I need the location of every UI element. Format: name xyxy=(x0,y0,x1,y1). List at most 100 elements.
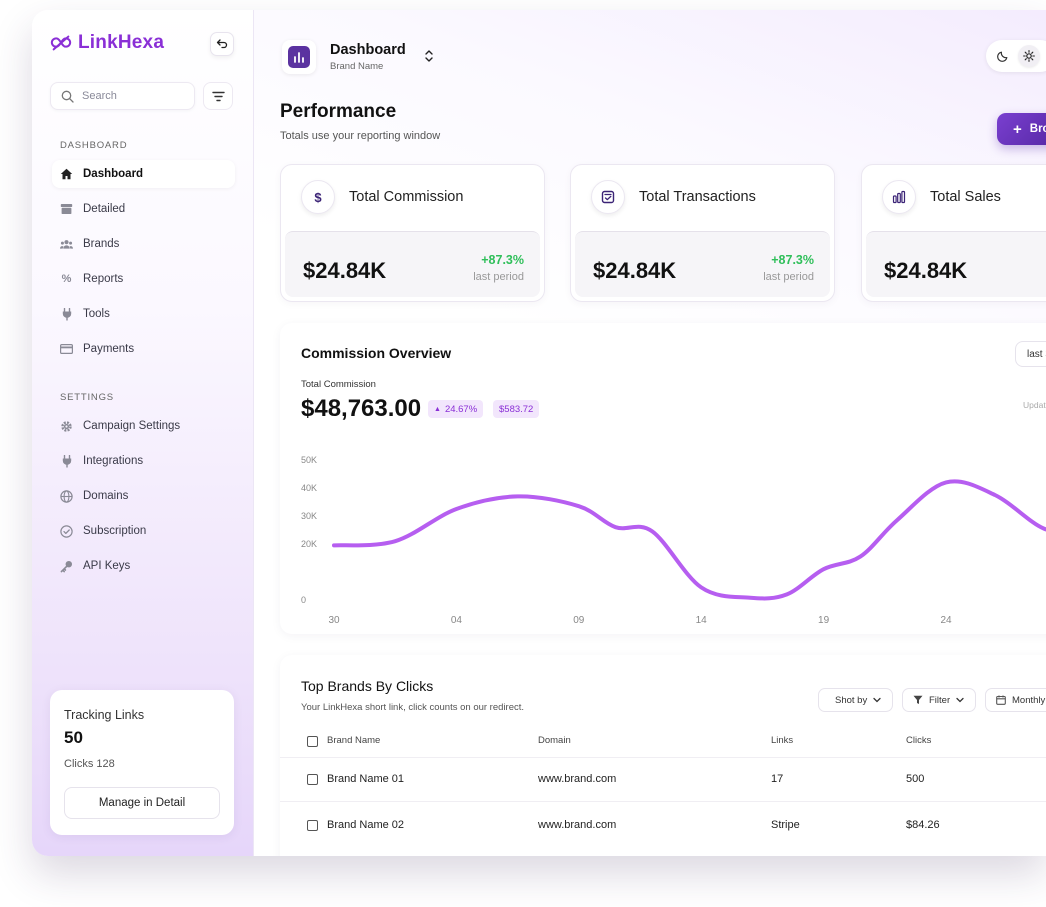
sidebar-item-reports[interactable]: % Reports xyxy=(52,265,235,293)
column-header-clicks[interactable]: Clicks xyxy=(906,735,932,746)
tracking-clicks: Clicks 128 xyxy=(64,758,115,770)
page-title: Dashboard xyxy=(330,42,406,58)
sidebar-item-detailed[interactable]: Detailed xyxy=(52,195,235,223)
check-circle-icon xyxy=(60,524,73,538)
sidebar-item-label: Reports xyxy=(83,273,124,285)
sun-icon[interactable] xyxy=(1018,45,1040,67)
globe-icon xyxy=(60,489,73,503)
cell-links: Stripe xyxy=(771,819,800,831)
stat-card-total-sales: Total Sales $24.84K xyxy=(861,164,1046,302)
search-box xyxy=(50,82,195,110)
chart-total-value: $48,763.00 xyxy=(301,395,422,422)
sidebar-item-label: Payments xyxy=(83,343,135,355)
stat-value: $24.84K xyxy=(884,258,968,283)
logo-text: LinkHexa xyxy=(78,32,165,53)
users-icon xyxy=(60,238,73,251)
cell-brand: Brand Name 01 xyxy=(327,773,405,785)
sidebar-item-label: Brands xyxy=(83,238,120,250)
range-select[interactable]: last 3 xyxy=(1015,341,1046,367)
column-header-domain[interactable]: Domain xyxy=(538,735,571,746)
app-window: LinkHexa DASHBOARD Dashboard xyxy=(32,10,1046,856)
section-label-dashboard: DASHBOARD xyxy=(60,140,128,151)
updated-label: Updat xyxy=(1023,400,1046,410)
stat-change-label: last period xyxy=(763,271,814,283)
filter-button[interactable]: Filter xyxy=(902,688,976,712)
stat-label: Total Transactions xyxy=(639,189,756,205)
brand-logo xyxy=(282,40,316,74)
x-tick-label: 14 xyxy=(696,615,708,626)
dollar-icon: $ xyxy=(301,180,335,214)
sidebar-item-brands[interactable]: Brands xyxy=(52,230,235,258)
gear-icon xyxy=(60,420,73,433)
filter-lines-icon xyxy=(211,91,225,101)
period-button[interactable]: Monthly xyxy=(985,688,1046,712)
sidebar-item-campaign-settings[interactable]: Campaign Settings xyxy=(52,412,235,440)
chart-title: Commission Overview xyxy=(301,345,452,361)
search-input[interactable] xyxy=(82,90,182,102)
logo[interactable]: LinkHexa xyxy=(50,32,164,54)
card-icon xyxy=(60,343,73,356)
sidebar-item-subscription[interactable]: Subscription xyxy=(52,517,235,545)
sidebar-item-domains[interactable]: Domains xyxy=(52,482,235,510)
x-tick-label: 30 xyxy=(328,615,340,626)
sidebar-item-dashboard[interactable]: Dashboard xyxy=(52,160,235,188)
y-tick-label: 20K xyxy=(301,539,317,549)
section-label-settings: SETTINGS xyxy=(60,392,114,403)
cell-domain: www.brand.com xyxy=(538,773,617,785)
moon-icon[interactable] xyxy=(992,45,1014,67)
divider xyxy=(280,757,1046,758)
search-icon xyxy=(61,90,74,103)
sidebar-filter-button[interactable] xyxy=(203,82,233,110)
brand-switcher[interactable]: Dashboard Brand Name xyxy=(282,40,434,74)
percent-icon: % xyxy=(61,273,72,285)
x-tick-label: 09 xyxy=(573,615,585,626)
browse-button[interactable]: + Bro xyxy=(997,113,1046,145)
filter-label: Filter xyxy=(929,694,951,706)
sidebar-item-payments[interactable]: Payments xyxy=(52,335,235,363)
sidebar-item-tools[interactable]: Tools xyxy=(52,300,235,328)
chevron-down-icon xyxy=(873,697,881,703)
collapse-sidebar-button[interactable] xyxy=(210,32,234,56)
stat-change: +87.3% xyxy=(771,253,814,267)
logo-icon xyxy=(50,35,72,51)
stat-label: Total Sales xyxy=(930,189,1001,205)
brand-name: Brand Name xyxy=(330,61,384,72)
sidebar-item-label: Detailed xyxy=(83,203,126,215)
commission-line-chart: 0 20K 30K 40K 50K 30 04 09 14 19 24 xyxy=(301,455,1046,626)
plug-icon xyxy=(60,454,73,468)
y-tick-label: 0 xyxy=(301,595,306,605)
sidebar-item-label: Dashboard xyxy=(83,168,144,180)
y-tick-label: 50K xyxy=(301,455,317,465)
performance-subtitle: Totals use your reporting window xyxy=(280,130,441,142)
manage-in-detail-button[interactable]: Manage in Detail xyxy=(64,787,220,819)
sidebar-item-label: Domains xyxy=(83,490,129,502)
theme-toggle[interactable] xyxy=(986,40,1046,72)
column-header-brand[interactable]: Brand Name xyxy=(327,735,381,746)
main-content: Dashboard Brand Name Performance Totals … xyxy=(254,10,1046,856)
percent-change-badge: ▲ 24.67% xyxy=(428,400,484,418)
chevron-down-icon xyxy=(956,697,964,703)
cell-brand: Brand Name 02 xyxy=(327,819,405,831)
chevron-up-down-icon xyxy=(424,49,434,66)
tracking-links-card: Tracking Links 50 Clicks 128 Manage in D… xyxy=(50,690,234,835)
amount-change-badge: $583.72 xyxy=(493,400,540,418)
table-title: Top Brands By Clicks xyxy=(301,678,434,694)
chart-total-label: Total Commission xyxy=(301,379,376,390)
sidebar-item-integrations[interactable]: Integrations xyxy=(52,447,235,475)
bar-chart-icon xyxy=(882,180,916,214)
row-checkbox[interactable] xyxy=(307,820,318,831)
divider xyxy=(280,801,1046,802)
bar-chart-icon xyxy=(288,46,310,68)
stat-label: Total Commission xyxy=(349,189,464,205)
row-checkbox[interactable] xyxy=(307,774,318,785)
sort-by-button[interactable]: Shot by xyxy=(818,688,893,712)
column-header-links[interactable]: Links xyxy=(771,735,794,746)
plus-icon: + xyxy=(1013,120,1022,138)
key-icon xyxy=(60,560,73,573)
sidebar-item-label: Campaign Settings xyxy=(83,420,181,432)
stat-card-total-commission: $ Total Commission $24.84K +87.3% last p… xyxy=(280,164,545,302)
funnel-icon xyxy=(913,695,923,704)
badge-percent: 24.67% xyxy=(444,403,478,415)
select-all-checkbox[interactable] xyxy=(307,736,318,747)
sidebar-item-api-keys[interactable]: API Keys xyxy=(52,552,235,580)
